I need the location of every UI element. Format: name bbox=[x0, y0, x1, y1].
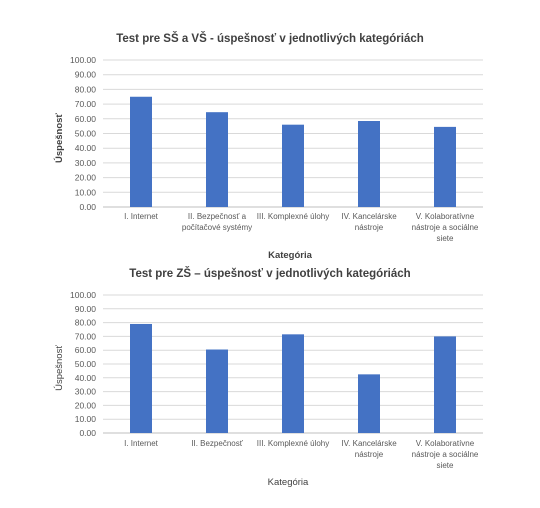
chart-top-ytick-label: 90.00 bbox=[75, 70, 97, 80]
chart-bottom-ytick-label: 20.00 bbox=[75, 400, 97, 410]
chart-bottom-bar bbox=[434, 336, 456, 433]
chart-top-bar bbox=[434, 126, 456, 207]
chart-top-ytick-label: 40.00 bbox=[75, 143, 97, 153]
chart-top-bar bbox=[130, 96, 152, 207]
chart-bottom-title: Test pre ZŠ – úspešnosť v jednotlivých k… bbox=[129, 267, 410, 280]
chart-bottom-category-label: V. Kolaboratívne nástroje a sociálne siete bbox=[412, 439, 479, 470]
chart-bottom-category-label: I. Internet bbox=[124, 439, 159, 448]
chart-bottom-plot: 0.00 10.00 20.00 30.00 40.00 50.00 60.00 70.00 8… bbox=[70, 290, 483, 470]
chart-bottom-bar bbox=[358, 374, 380, 433]
chart-top-category-label: III. Komplexné úlohy bbox=[257, 212, 329, 221]
chart-bottom-bar bbox=[282, 334, 304, 433]
chart-bottom-category-label: II. Bezpečnosť bbox=[191, 439, 243, 448]
chart-bottom-category-label: IV. Kancelárske nástroje bbox=[341, 439, 397, 459]
chart-top-xlabel: Kategória bbox=[268, 250, 313, 261]
chart-top-ytick-label: 70.00 bbox=[75, 99, 97, 109]
chart-bottom: Test pre ZŠ – úspešnosť v jednotlivých k… bbox=[0, 262, 540, 508]
chart-bottom-ytick-label: 60.00 bbox=[75, 345, 97, 355]
chart-bottom-ytick-label: 70.00 bbox=[75, 331, 97, 341]
chart-bottom-xlabel: Kategória bbox=[268, 477, 309, 488]
chart-bottom-ylabel: Úspešnosť bbox=[54, 345, 65, 391]
chart-bottom-ytick-label: 40.00 bbox=[75, 373, 97, 383]
chart-top-bar bbox=[206, 112, 228, 207]
chart-top-category-label: IV. Kancelárske nástroje bbox=[341, 212, 397, 232]
chart-bottom-category-label: III. Komplexné úlohy bbox=[257, 439, 329, 448]
chart-top-ytick-label: 20.00 bbox=[75, 173, 97, 183]
chart-top-ytick-label: 60.00 bbox=[75, 114, 97, 124]
chart-bottom-ytick-label: 90.00 bbox=[75, 304, 97, 314]
chart-top-ytick-label: 10.00 bbox=[75, 187, 97, 197]
chart-top-bar bbox=[358, 121, 380, 207]
chart-bottom-ytick-label: 80.00 bbox=[75, 318, 97, 328]
chart-bottom-ytick-label: 50.00 bbox=[75, 359, 97, 369]
chart-bottom-ytick-label: 30.00 bbox=[75, 387, 97, 397]
chart-top-ytick-label: 80.00 bbox=[75, 84, 97, 94]
chart-top-category-label: I. Internet bbox=[124, 212, 159, 221]
chart-top-plot: 0.00 10.00 20.00 30.00 40.00 50.00 60.00 70.00 8… bbox=[70, 55, 483, 243]
chart-top-ytick-label: 100.00 bbox=[70, 55, 96, 65]
chart-bottom-bar bbox=[206, 349, 228, 433]
chart-top-ytick-label: 0.00 bbox=[79, 202, 96, 212]
chart-top: Test pre SŠ a VŠ - úspešnosť v jednotliv… bbox=[53, 32, 483, 261]
chart-bottom-ytick-label: 10.00 bbox=[75, 414, 97, 424]
chart-top-title: Test pre SŠ a VŠ - úspešnosť v jednotliv… bbox=[116, 32, 424, 45]
chart-bottom-ytick-label: 100.00 bbox=[70, 290, 96, 300]
chart-top-category-label: V. Kolaboratívne nástroje a sociálne siete bbox=[412, 212, 479, 243]
chart-bottom-svg: Test pre ZŠ – úspešnosť v jednotlivých k… bbox=[54, 267, 483, 488]
chart-top-ytick-label: 50.00 bbox=[75, 129, 97, 139]
chart-top-bar bbox=[282, 124, 304, 207]
chart-top-ytick-label: 30.00 bbox=[75, 158, 97, 168]
chart-top-svg: Test pre SŠ a VŠ - úspešnosť v jednotliv… bbox=[53, 32, 483, 261]
chart-bottom-ytick-label: 0.00 bbox=[79, 428, 96, 438]
chart-top-category-label: II. Bezpečnosť a počítačové systémy bbox=[182, 212, 252, 232]
chart-top-ylabel: Úspešnosť bbox=[53, 113, 65, 163]
chart-bottom-bar bbox=[130, 323, 152, 433]
